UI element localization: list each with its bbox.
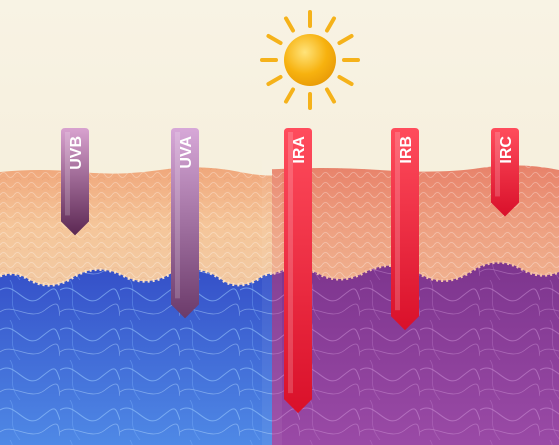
ray-irc: IRC [491,128,519,217]
sun-icon [260,10,360,110]
ray-irb: IRB [391,128,419,331]
sun-ray [284,16,295,33]
radiation-rays: UVB UVA IRA IRB IRC [61,128,519,414]
ray-label: IRB [398,136,415,164]
ray-arrow [61,128,89,236]
ray-label: UVA [178,136,195,169]
ray-ira: IRA [284,128,312,414]
sun-disc [284,34,336,86]
ray-arrow [391,128,419,331]
skin-cross-section [0,160,559,445]
ray-arrow [284,128,312,414]
ray-arrow [491,128,519,217]
ray-label: UVB [68,136,85,170]
sun-ray [266,34,283,45]
sun-ray [325,16,336,33]
ray-arrow [171,128,199,319]
ray-uvb: UVB [61,128,89,236]
sun-ray [266,75,283,86]
ray-label: IRA [291,136,308,164]
sun-ray [337,75,354,86]
sun-ray [284,87,295,104]
sun-ray [325,87,336,104]
ray-label: IRC [498,136,515,164]
ray-uva: UVA [171,128,199,319]
sun-ray [337,34,354,45]
